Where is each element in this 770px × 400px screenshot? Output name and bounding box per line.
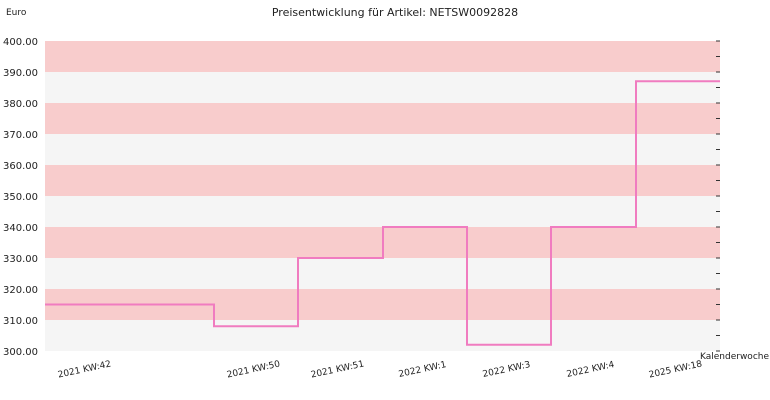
x-tick-label: 2022 KW:4	[566, 360, 616, 380]
x-tick-label: 2022 KW:1	[398, 360, 448, 380]
x-tick-labels: 2021 KW:42 2021 KW:50 2021 KW:51 2022 KW:1 2…	[57, 359, 703, 380]
x-tick-label: 2025 KW:18	[648, 359, 703, 380]
y-tick-labels: 400.00 390.00 380.00 370.00 360.00 350.00 340.…	[3, 37, 38, 358]
band	[45, 258, 720, 289]
band	[45, 196, 720, 227]
y-tick-label: 360.00	[3, 161, 38, 172]
x-axis-label: Kalenderwoche	[700, 352, 769, 362]
price-series-line	[45, 80, 720, 346]
y-tick-label: 400.00	[3, 37, 38, 48]
y-tick-label: 350.00	[3, 192, 38, 203]
x-tick-label: 2021 KW:51	[310, 360, 365, 381]
band	[45, 320, 720, 351]
y-tick-label: 370.00	[3, 130, 38, 141]
x-tick-label: 2021 KW:42	[57, 360, 112, 381]
y-axis-label: Euro	[6, 8, 27, 18]
y-tick-label: 300.00	[3, 347, 38, 358]
band	[45, 165, 720, 196]
series-layer	[45, 80, 720, 346]
band	[45, 103, 720, 134]
x-tick-label: 2021 KW:50	[226, 359, 281, 380]
y-tick-label: 380.00	[3, 99, 38, 110]
band	[45, 134, 720, 165]
band	[45, 72, 720, 103]
y-tick-label: 310.00	[3, 316, 38, 327]
x-tick-label: 2022 KW:3	[482, 360, 532, 380]
y-tick-label: 390.00	[3, 68, 38, 79]
chart-title: Preisentwicklung für Artikel: NETSW00928…	[272, 6, 518, 19]
y-tick-marks	[716, 40, 720, 352]
band	[45, 41, 720, 72]
y-tick-label: 320.00	[3, 285, 38, 296]
y-tick-label: 340.00	[3, 223, 38, 234]
y-tick-label: 330.00	[3, 254, 38, 265]
